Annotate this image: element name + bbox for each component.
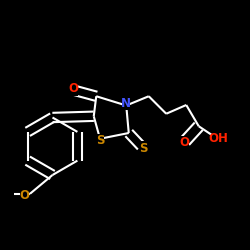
FancyBboxPatch shape — [180, 136, 189, 150]
FancyBboxPatch shape — [70, 82, 78, 96]
FancyBboxPatch shape — [212, 131, 226, 145]
FancyBboxPatch shape — [96, 134, 104, 147]
Text: N: N — [121, 97, 131, 110]
Text: O: O — [180, 136, 190, 149]
Text: S: S — [139, 142, 147, 154]
Text: O: O — [69, 82, 79, 95]
Text: S: S — [96, 134, 104, 147]
FancyBboxPatch shape — [122, 96, 130, 110]
Text: OH: OH — [209, 132, 229, 144]
FancyBboxPatch shape — [20, 188, 28, 202]
FancyBboxPatch shape — [139, 141, 147, 155]
Text: O: O — [19, 189, 29, 202]
